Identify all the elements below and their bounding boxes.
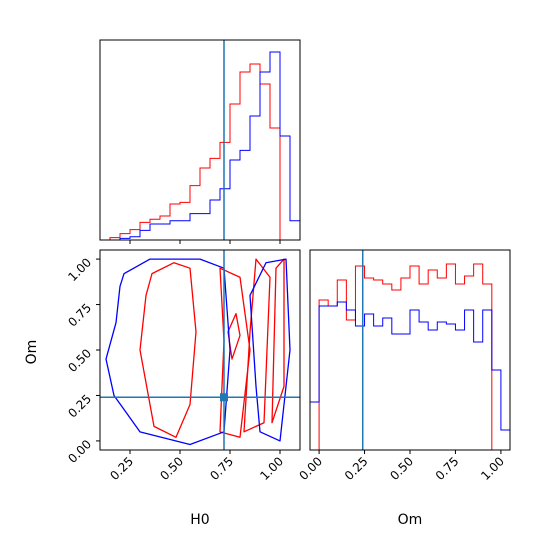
x-tick-label: 0.50	[387, 454, 416, 483]
contour-red-level-4	[271, 258, 285, 424]
contour-red-level-3	[243, 258, 271, 433]
h0-histogram-panel	[99, 39, 301, 244]
x-tick-label: 0.75	[207, 454, 236, 483]
x-tick-label: 0.00	[296, 454, 325, 483]
histogram-series-blue	[100, 51, 300, 240]
panel-frame	[99, 39, 301, 241]
truth-marker	[220, 393, 228, 402]
x-tick-label: 0.25	[107, 454, 136, 483]
x-axis-label-h0: H0	[190, 512, 209, 528]
histogram-series-red	[310, 263, 510, 450]
histogram-series-blue	[310, 301, 510, 450]
x-tick-label: 0.50	[157, 454, 186, 483]
x-tick-label: 0.75	[433, 454, 462, 483]
y-tick-label: 0.25	[65, 392, 94, 421]
contour-blue-level-1	[249, 258, 291, 442]
h0-om-contour-panel: 0.25 0.50 0.75 1.00 0.00 0.25 0.50 0.75 1.00	[65, 249, 301, 483]
y-tick-label: 0.50	[65, 346, 94, 375]
x-tick-label: 1.00	[257, 454, 286, 483]
y-tick-label: 0.00	[65, 437, 94, 466]
contour-blue-level-0	[105, 258, 231, 446]
x-tick-label: 0.25	[342, 454, 371, 483]
y-axis-label-om: Om	[24, 340, 40, 365]
y-tick-label: 0.75	[65, 301, 94, 330]
x-tick-label: 1.00	[478, 454, 507, 483]
x-axis-label-om: Om	[398, 512, 423, 528]
contour-red-level-0	[139, 262, 197, 438]
y-tick-label: 1.00	[65, 255, 94, 284]
om-histogram-panel: 0.00 0.25 0.50 0.75 1.00	[296, 249, 511, 483]
